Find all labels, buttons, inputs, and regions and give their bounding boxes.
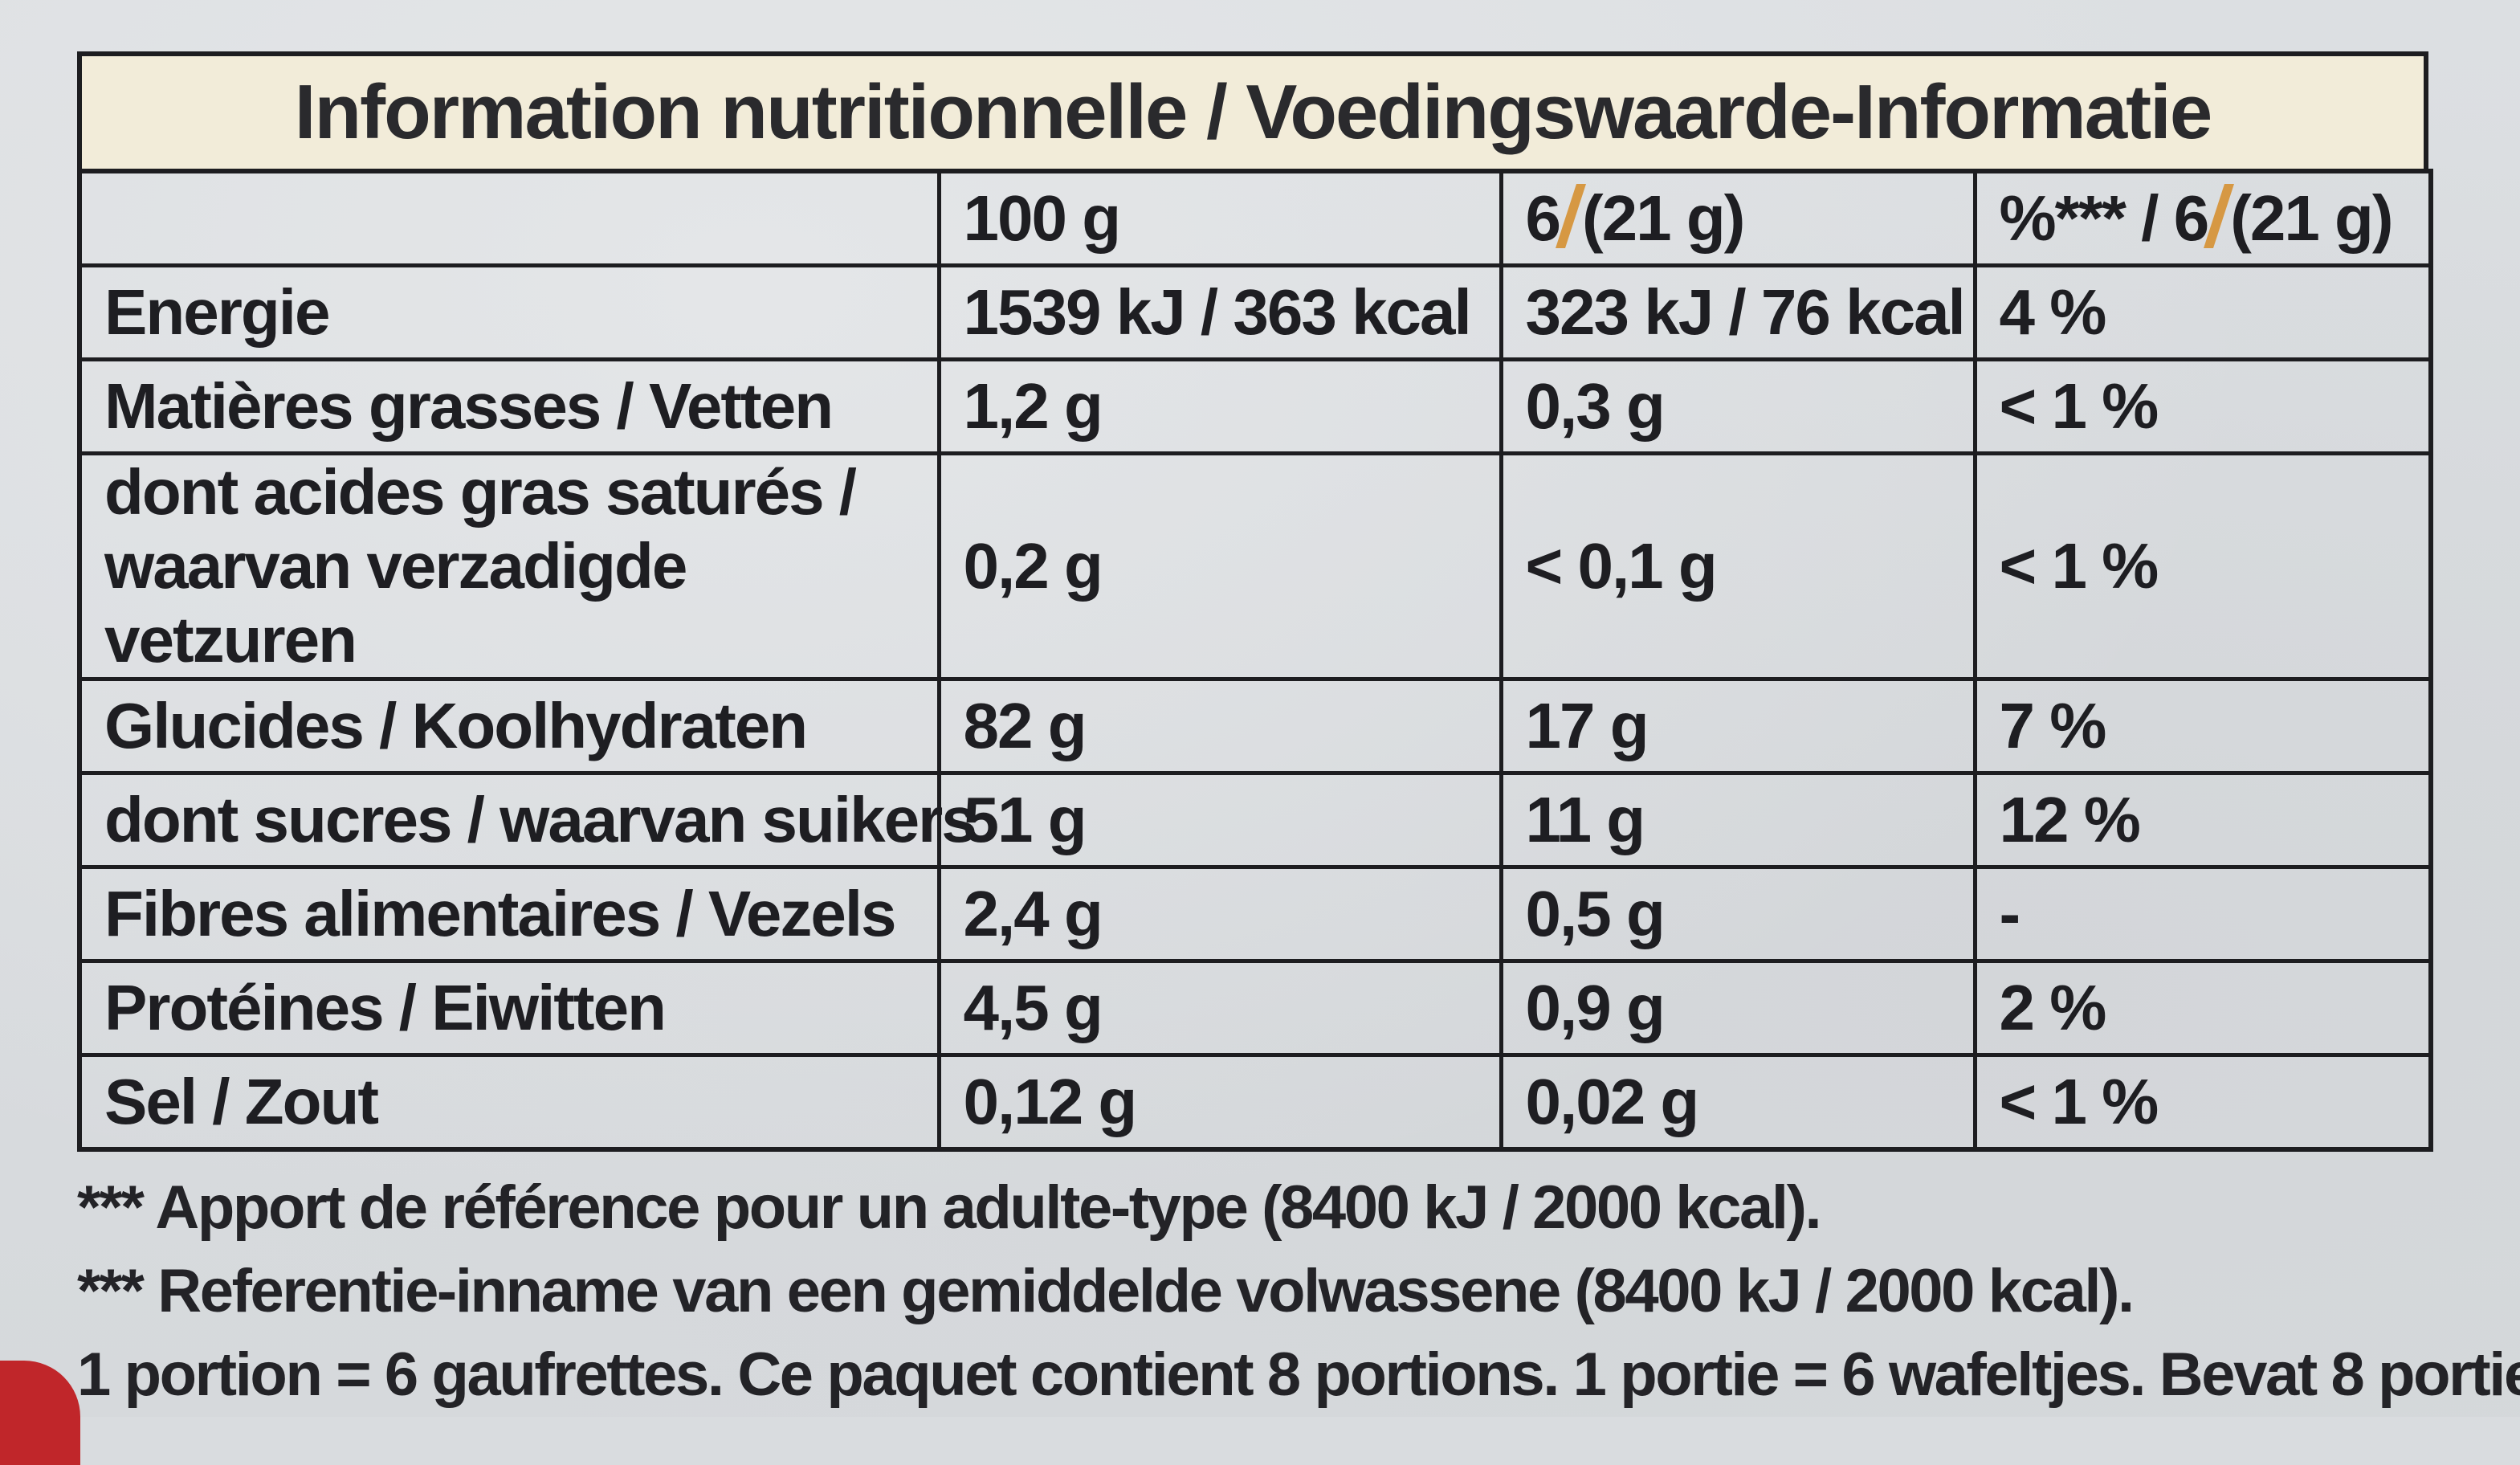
- table-row-fat: Matières grasses / Vetten 1,2 g 0,3 g < …: [77, 357, 2433, 455]
- value-ri-percent: < 1 %: [1972, 451, 2433, 681]
- table-row-protein: Protéines / Eiwitten 4,5 g 0,9 g 2 %: [77, 959, 2433, 1057]
- value-per-100g: 82 g: [936, 677, 1503, 775]
- value-per-100g: 0,12 g: [936, 1053, 1503, 1152]
- value-ri-percent: 7 %: [1972, 677, 2433, 775]
- value-per-portion: 11 g: [1499, 771, 1977, 869]
- nutrient-name: Fibres alimentaires / Vezels: [77, 865, 941, 963]
- nutrient-name: dont acides gras saturés / waarvan verza…: [77, 451, 941, 681]
- portion-count: 6: [1525, 182, 1561, 254]
- header-cell-portion: 6 (21 g): [1499, 169, 1977, 267]
- value-ri-percent: 12 %: [1972, 771, 2433, 869]
- page-title: Information nutritionnelle / Voedingswaa…: [294, 69, 2212, 155]
- value-ri-percent: 2 %: [1972, 959, 2433, 1057]
- portion-weight: (21 g): [1582, 182, 1745, 254]
- nutrition-table: 100 g 6 (21 g) %*** / 6 (21 g) Energie 153…: [77, 169, 2433, 1152]
- value-per-portion: 323 kJ / 76 kcal: [1499, 263, 1977, 361]
- header-cell-empty: [77, 169, 941, 267]
- ri-portion-weight: (21 g): [2230, 182, 2393, 254]
- nutrient-name: Glucides / Koolhydraten: [77, 677, 941, 775]
- value-per-100g: 4,5 g: [936, 959, 1503, 1057]
- value-per-100g: 1539 kJ / 363 kcal: [936, 263, 1503, 361]
- value-per-portion: 0,9 g: [1499, 959, 1977, 1057]
- value-per-portion: < 0,1 g: [1499, 451, 1977, 681]
- nutrient-name: dont sucres / waarvan suikers: [77, 771, 977, 869]
- table-row-sugars: dont sucres / waarvan suikers 51 g 11 g …: [77, 771, 2433, 869]
- footnote-reference-intake-fr: *** Apport de référence pour un adulte-t…: [77, 1173, 1822, 1242]
- footnote-reference-intake-nl: *** Referentie-inname van een gemiddelde…: [77, 1257, 2135, 1325]
- value-per-portion: 17 g: [1499, 677, 1977, 775]
- nutrient-name-line-2: waarvan verzadigde vetzuren: [104, 530, 687, 675]
- value-per-100g: 2,4 g: [936, 865, 1503, 963]
- nutrient-name: Protéines / Eiwitten: [77, 959, 941, 1057]
- footnote-portion-info: 1 portion = 6 gaufrettes. Ce paquet cont…: [77, 1341, 2520, 1409]
- value-per-100g: 51 g: [936, 771, 1503, 869]
- ri-portion-count: %*** / 6: [1999, 182, 2210, 254]
- value-ri-percent: -: [1972, 865, 2433, 963]
- nutrient-name-line-1: dont acides gras saturés /: [104, 456, 857, 528]
- table-row-saturated-fat: dont acides gras saturés / waarvan verza…: [77, 451, 2433, 681]
- value-per-portion: 0,3 g: [1499, 357, 1977, 455]
- value-ri-percent: < 1 %: [1972, 357, 2433, 455]
- value-ri-percent: < 1 %: [1972, 1053, 2433, 1152]
- nutrition-label: Information nutritionnelle / Voedingswaa…: [77, 51, 2520, 1417]
- value-per-100g: 0,2 g: [936, 451, 1503, 681]
- header-row: 100 g 6 (21 g) %*** / 6 (21 g): [77, 169, 2433, 267]
- table-row-salt: Sel / Zout 0,12 g 0,02 g < 1 %: [77, 1053, 2433, 1152]
- footnotes: *** Apport de référence pour un adulte-t…: [77, 1166, 2520, 1417]
- nutrient-name: Sel / Zout: [77, 1053, 941, 1152]
- title-bar: Information nutritionnelle / Voedingswaa…: [77, 51, 2428, 169]
- value-per-100g: 1,2 g: [936, 357, 1503, 455]
- nutrient-name: Energie: [77, 263, 941, 361]
- header-cell-100g: 100 g: [936, 169, 1503, 267]
- value-per-portion: 0,02 g: [1499, 1053, 1977, 1152]
- header-cell-ri: %*** / 6 (21 g): [1972, 169, 2433, 267]
- table-row-energy: Energie 1539 kJ / 363 kcal 323 kJ / 76 k…: [77, 263, 2433, 361]
- value-per-portion: 0,5 g: [1499, 865, 1977, 963]
- table-row-carbohydrates: Glucides / Koolhydraten 82 g 17 g 7 %: [77, 677, 2433, 775]
- nutrient-name: Matières grasses / Vetten: [77, 357, 941, 455]
- value-ri-percent: 4 %: [1972, 263, 2433, 361]
- table-row-fibre: Fibres alimentaires / Vezels 2,4 g 0,5 g…: [77, 865, 2433, 963]
